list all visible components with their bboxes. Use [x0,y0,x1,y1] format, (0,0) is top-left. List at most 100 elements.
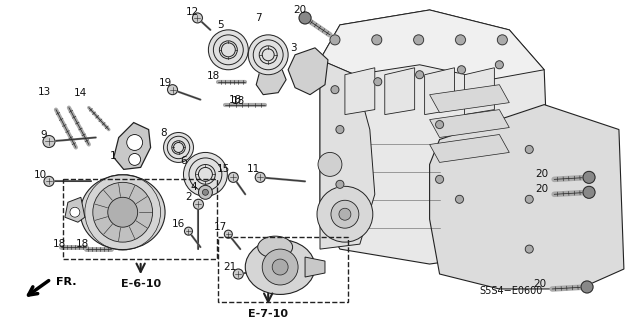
Polygon shape [465,68,494,115]
Circle shape [331,200,359,228]
Text: 17: 17 [214,222,227,232]
Circle shape [415,71,424,79]
Circle shape [198,185,212,199]
Text: 4: 4 [190,182,196,192]
Text: E-6-10: E-6-10 [120,279,161,289]
Circle shape [234,269,243,279]
Text: S5S4−E0600: S5S4−E0600 [479,286,543,296]
Text: 16: 16 [172,219,185,229]
Circle shape [255,172,265,182]
Circle shape [93,182,152,242]
Circle shape [372,35,382,45]
Circle shape [184,152,227,196]
Circle shape [318,152,342,176]
Circle shape [225,230,232,238]
Circle shape [525,146,533,154]
Circle shape [193,13,202,23]
Polygon shape [429,110,509,138]
Circle shape [336,125,344,133]
Text: 18: 18 [207,71,220,81]
Circle shape [193,199,204,209]
Text: 7: 7 [255,13,262,23]
Text: 2: 2 [185,192,192,202]
Circle shape [108,197,138,227]
Circle shape [262,249,298,285]
Circle shape [525,245,533,253]
Circle shape [456,35,465,45]
Circle shape [583,172,595,183]
Circle shape [202,189,209,195]
Polygon shape [114,123,150,169]
Circle shape [495,61,503,69]
Polygon shape [429,134,509,163]
Polygon shape [424,68,454,115]
Circle shape [299,12,311,24]
Polygon shape [305,257,325,277]
Text: 5: 5 [217,20,223,30]
Text: 20: 20 [294,5,307,15]
Circle shape [209,30,248,70]
Text: 8: 8 [160,128,167,138]
Polygon shape [345,68,375,115]
Text: FR.: FR. [56,277,76,287]
Circle shape [248,35,288,75]
Polygon shape [429,85,509,113]
Text: 12: 12 [186,7,199,17]
Ellipse shape [245,240,315,294]
Circle shape [44,176,54,186]
Ellipse shape [81,175,165,250]
Circle shape [456,195,463,203]
Text: 20: 20 [535,184,548,194]
Text: 10: 10 [33,170,47,180]
Text: 18: 18 [232,96,245,106]
Polygon shape [320,10,549,264]
Circle shape [436,121,444,129]
Polygon shape [385,68,415,115]
Text: 9: 9 [41,130,47,140]
Text: 3: 3 [290,43,296,53]
Circle shape [581,281,593,293]
Text: 18: 18 [228,95,242,105]
Circle shape [583,186,595,198]
Text: 14: 14 [74,88,88,98]
Text: 6: 6 [180,156,187,166]
Text: 1: 1 [109,151,116,161]
Circle shape [70,207,80,217]
Circle shape [164,132,193,163]
Circle shape [127,134,143,150]
Circle shape [330,35,340,45]
Circle shape [317,186,373,242]
Text: 18: 18 [52,239,65,249]
Circle shape [43,135,55,148]
Polygon shape [429,105,624,289]
Circle shape [228,172,238,182]
Polygon shape [320,10,544,80]
Text: 15: 15 [217,164,230,174]
Text: 20: 20 [535,169,548,180]
Circle shape [413,35,424,45]
Polygon shape [65,197,85,222]
Circle shape [129,154,141,165]
Circle shape [168,85,177,95]
Circle shape [436,175,444,183]
Circle shape [458,66,465,74]
Text: 13: 13 [37,87,51,97]
Circle shape [272,259,288,275]
Circle shape [497,35,508,45]
Text: 18: 18 [76,239,90,249]
Ellipse shape [258,236,292,258]
Polygon shape [288,48,328,95]
Text: E-7-10: E-7-10 [248,309,288,319]
Circle shape [184,227,193,235]
Text: 19: 19 [159,78,172,88]
Text: 11: 11 [246,164,260,174]
Text: 20: 20 [533,279,546,289]
Text: 21: 21 [224,262,237,272]
Circle shape [339,208,351,220]
Polygon shape [320,60,375,249]
Circle shape [336,180,344,188]
Circle shape [525,195,533,203]
Polygon shape [256,60,286,95]
Circle shape [331,86,339,94]
Circle shape [374,78,382,86]
